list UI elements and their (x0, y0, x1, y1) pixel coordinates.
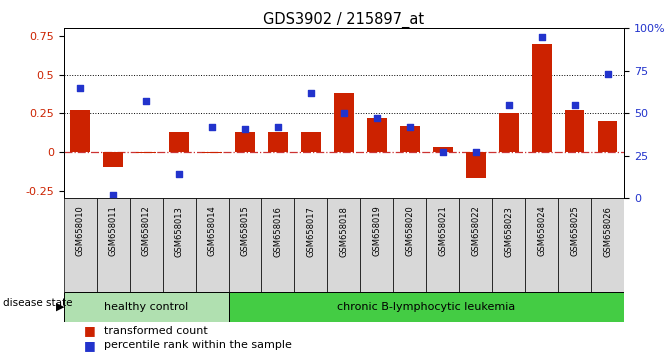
Bar (301, 132, 321, 152)
Bar (70, 110, 90, 152)
Bar (64, 198, 97, 292)
Text: transformed count: transformed count (104, 326, 208, 336)
Bar (268, 132, 288, 152)
Title: GDS3902 / 215897_at: GDS3902 / 215897_at (263, 12, 425, 28)
Bar (327, 198, 360, 292)
Bar (433, 147, 453, 152)
Text: GSM658020: GSM658020 (405, 206, 414, 257)
Text: GSM658014: GSM658014 (207, 206, 217, 257)
Bar (162, 198, 195, 292)
Text: GSM658026: GSM658026 (603, 206, 612, 257)
Point (108, 192, 119, 198)
Point (536, 34, 547, 40)
Point (437, 149, 448, 155)
Text: ■: ■ (84, 339, 96, 352)
Text: GSM658021: GSM658021 (438, 206, 448, 257)
Bar (493, 198, 525, 292)
Text: chronic B-lymphocytic leukemia: chronic B-lymphocytic leukemia (337, 302, 515, 312)
Point (75, 85, 86, 91)
Bar (558, 198, 591, 292)
Point (602, 72, 613, 77)
Text: GSM658015: GSM658015 (240, 206, 250, 257)
Bar (459, 198, 493, 292)
Point (503, 102, 514, 108)
Bar (97, 198, 130, 292)
Bar (591, 198, 624, 292)
Bar (262, 198, 295, 292)
Text: GSM658012: GSM658012 (142, 206, 151, 257)
Point (405, 124, 415, 130)
Bar (565, 110, 584, 152)
Text: GSM658023: GSM658023 (504, 206, 513, 257)
Bar (466, 152, 486, 178)
Text: GSM658018: GSM658018 (340, 206, 348, 257)
Point (305, 90, 316, 96)
Bar (400, 126, 419, 152)
Bar (499, 113, 519, 152)
Text: disease state: disease state (3, 298, 73, 308)
Point (207, 124, 217, 130)
Text: GSM658016: GSM658016 (274, 206, 282, 257)
Point (470, 149, 481, 155)
Text: GSM658022: GSM658022 (471, 206, 480, 257)
Text: GSM658010: GSM658010 (76, 206, 85, 257)
Point (372, 115, 382, 121)
Text: percentile rank within the sample: percentile rank within the sample (104, 340, 292, 350)
Text: healthy control: healthy control (104, 302, 189, 312)
Point (338, 110, 349, 116)
Bar (64, 292, 229, 322)
Bar (169, 132, 189, 152)
Bar (103, 152, 123, 167)
Text: GSM658017: GSM658017 (307, 206, 315, 257)
Text: ■: ■ (84, 325, 96, 337)
Text: ▶: ▶ (56, 302, 64, 312)
Point (272, 124, 283, 130)
Bar (531, 44, 552, 152)
Bar (235, 132, 255, 152)
Bar (598, 121, 617, 152)
Bar (393, 198, 426, 292)
Bar (202, 152, 222, 153)
Bar (130, 198, 162, 292)
Text: GSM658024: GSM658024 (537, 206, 546, 257)
Text: GSM658011: GSM658011 (109, 206, 117, 257)
Bar (295, 198, 327, 292)
Bar (426, 198, 459, 292)
Bar (136, 152, 156, 153)
Bar (195, 198, 229, 292)
Bar (360, 198, 393, 292)
Bar (525, 198, 558, 292)
Bar (229, 292, 624, 322)
Text: GSM658019: GSM658019 (372, 206, 381, 257)
Bar (334, 93, 354, 152)
Point (569, 102, 580, 108)
Text: GSM658025: GSM658025 (570, 206, 579, 257)
Point (141, 98, 152, 104)
Point (174, 172, 185, 177)
Point (240, 126, 250, 131)
Text: GSM658013: GSM658013 (174, 206, 184, 257)
Bar (367, 118, 386, 152)
Bar (229, 198, 262, 292)
